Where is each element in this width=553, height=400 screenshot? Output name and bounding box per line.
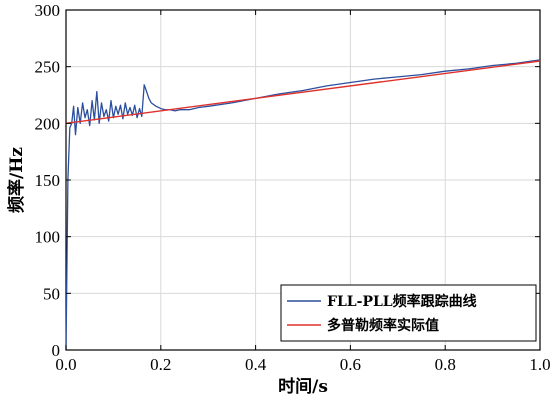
x-tick-label: 0.6 [340,355,361,374]
x-tick-label: 1.0 [529,355,550,374]
x-tick-labels: 0.0 0.2 0.4 0.6 0.8 1.0 [55,355,550,374]
y-tick-label: 150 [35,171,61,190]
y-axis-title: 频率/Hz [6,147,27,213]
x-tick-label: 0.0 [55,355,76,374]
series-layer [65,59,541,351]
x-axis-title: 时间/s [278,376,328,397]
y-tick-label: 100 [35,228,61,247]
y-tick-label: 200 [35,114,61,133]
y-tick-label: 250 [35,58,61,77]
y-tick-labels: 0 50 100 150 200 250 300 [35,1,61,360]
y-tick-label: 0 [52,341,61,360]
y-tick-label: 50 [43,284,60,303]
legend-box [280,284,537,342]
legend-label-doppler: 多普勒频率实际值 [327,317,439,334]
x-tick-label: 0.4 [245,355,267,374]
series-line-fll-pll [65,59,541,351]
legend-label-fll-pll: FLL-PLL频率跟踪曲线 [327,293,477,310]
y-tick-label: 300 [35,1,61,20]
x-tick-label: 0.2 [150,355,171,374]
x-tick-label: 0.8 [435,355,456,374]
series-line-doppler [65,60,541,124]
legend: FLL-PLL频率跟踪曲线 多普勒频率实际值 [280,284,537,342]
tick-marks [65,9,541,351]
